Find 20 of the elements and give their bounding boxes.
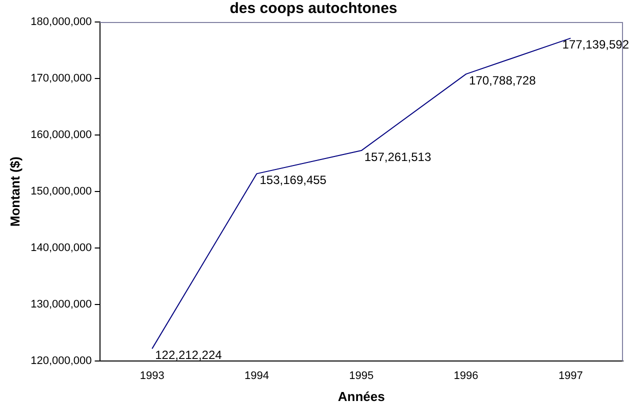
- y-tick-label: 170,000,000: [30, 72, 92, 85]
- x-axis-title: Années: [338, 388, 385, 404]
- data-label: 153,169,455: [260, 172, 327, 187]
- chart-title: des coops autochtones: [230, 0, 398, 18]
- x-tick-label: 1993: [140, 370, 164, 382]
- x-tick-label: 1997: [558, 370, 583, 382]
- y-axis-title: Montant ($): [7, 156, 22, 227]
- y-tick-label: 160,000,000: [30, 129, 92, 142]
- x-tick-label: 1996: [454, 370, 478, 382]
- x-tick-label: 1995: [349, 370, 374, 382]
- x-tick-label: 1994: [244, 370, 269, 382]
- y-tick-label: 180,000,000: [30, 16, 92, 28]
- data-label: 177,139,592: [562, 37, 630, 52]
- y-tick-label: 120,000,000: [30, 355, 92, 368]
- y-tick-label: 140,000,000: [30, 242, 92, 254]
- y-tick-label: 150,000,000: [30, 186, 92, 198]
- y-tick-label: 130,000,000: [30, 298, 92, 311]
- data-label: 170,788,728: [469, 73, 536, 88]
- data-label: 157,261,513: [364, 150, 432, 164]
- data-label: 122,212,224: [155, 348, 222, 362]
